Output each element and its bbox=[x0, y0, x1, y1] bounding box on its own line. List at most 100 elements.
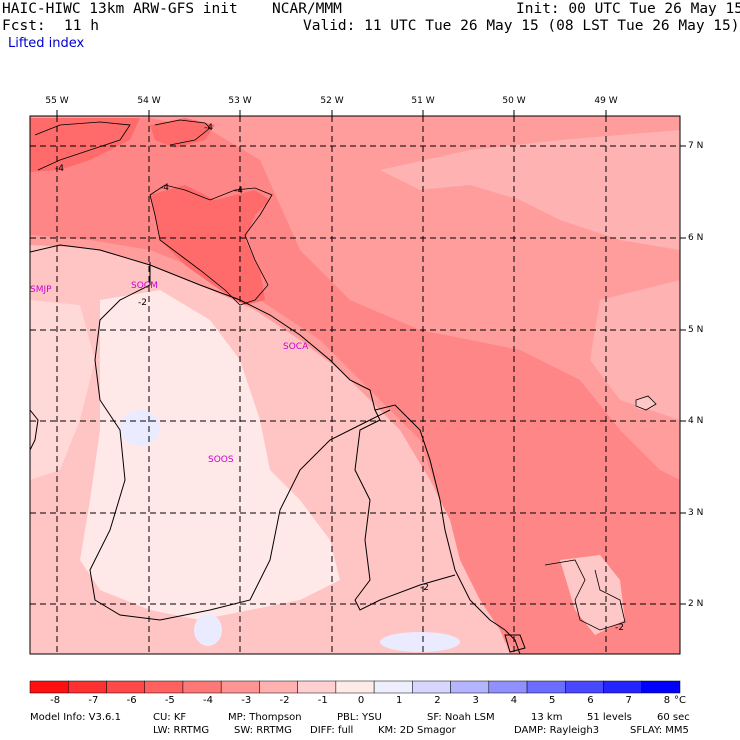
shade-region bbox=[635, 398, 655, 410]
model-info: Model Info: V3.6.1 bbox=[30, 712, 121, 723]
contour-label: -4 bbox=[55, 164, 64, 174]
colorbar-swatch bbox=[641, 680, 681, 694]
colorbar-swatch bbox=[259, 680, 298, 694]
microphysics-scheme: MP: Thompson bbox=[228, 712, 302, 723]
lat-label: 2 N bbox=[688, 599, 704, 609]
valid-time: Valid: 11 UTC Tue 26 May 15 (08 LST Tue … bbox=[303, 18, 740, 34]
colorbar-swatch bbox=[220, 680, 260, 694]
field-name: Lifted index bbox=[8, 36, 85, 51]
shade-region bbox=[590, 280, 680, 420]
contour-line bbox=[154, 119, 211, 146]
contour-line bbox=[544, 559, 626, 631]
contour-label: -4 bbox=[234, 186, 243, 196]
organization: NCAR/MMM bbox=[272, 1, 342, 17]
contour-line bbox=[34, 121, 131, 171]
colorbar-swatch bbox=[488, 680, 528, 694]
colorbar-swatch bbox=[565, 680, 604, 694]
map-frame bbox=[29, 115, 681, 655]
colorbar-label: 5 bbox=[548, 695, 556, 706]
colorbar-swatch bbox=[106, 680, 145, 694]
coastline bbox=[30, 244, 521, 654]
colorbar-label: -1 bbox=[317, 695, 328, 706]
colorbar-swatch bbox=[182, 680, 222, 694]
lon-label: 55 W bbox=[45, 96, 69, 106]
time-step: 60 sec bbox=[657, 712, 690, 723]
colorbar-unit: °C bbox=[674, 695, 686, 706]
lat-label: 6 N bbox=[688, 233, 704, 243]
colorbar bbox=[29, 680, 681, 694]
lon-label: 52 W bbox=[320, 96, 344, 106]
shade-region bbox=[120, 410, 160, 446]
contour-label: -2 bbox=[615, 623, 624, 633]
colorbar-label: -2 bbox=[279, 695, 290, 706]
border-line bbox=[30, 409, 39, 451]
colorbar-swatch bbox=[450, 680, 490, 694]
station-label: SOCM bbox=[131, 281, 158, 291]
shade-region bbox=[150, 185, 270, 305]
colorbar-swatch bbox=[144, 680, 184, 694]
shade-region bbox=[150, 118, 215, 148]
lat-label: 3 N bbox=[688, 508, 704, 518]
contour-line bbox=[635, 395, 657, 411]
contour-label: -2 bbox=[420, 583, 429, 593]
colorbar-swatch bbox=[412, 680, 451, 694]
lat-label: 5 N bbox=[688, 325, 704, 335]
longwave-scheme: LW: RRTMG bbox=[153, 725, 210, 736]
lon-label: 51 W bbox=[411, 96, 435, 106]
colorbar-label: -8 bbox=[50, 695, 61, 706]
border-line bbox=[354, 409, 456, 611]
init-time: Init: 00 UTC Tue 26 May 15 bbox=[516, 1, 740, 17]
colorbar-label: -4 bbox=[203, 695, 214, 706]
colorbar-label: 0 bbox=[357, 695, 365, 706]
vertical-levels: 51 levels bbox=[587, 712, 632, 723]
colorbar-swatch bbox=[29, 680, 69, 694]
lon-label: 53 W bbox=[228, 96, 252, 106]
diffusion-option: DIFF: full bbox=[310, 725, 354, 736]
colorbar-swatch bbox=[297, 680, 337, 694]
cumulus-scheme: CU: KF bbox=[153, 712, 187, 723]
lat-label: 7 N bbox=[688, 141, 704, 151]
colorbar-label: 2 bbox=[434, 695, 441, 706]
colorbar-swatch bbox=[526, 680, 566, 694]
shade-region bbox=[380, 130, 680, 250]
lat-label: 4 N bbox=[688, 416, 704, 426]
colorbar-label: 4 bbox=[510, 695, 518, 706]
axis-ticks bbox=[56, 110, 686, 605]
damping-option: DAMP: Rayleigh3 bbox=[514, 725, 600, 736]
colorbar-label: 7 bbox=[625, 695, 632, 706]
land-shade bbox=[30, 300, 95, 480]
lon-label: 54 W bbox=[137, 96, 161, 106]
contour-line bbox=[149, 184, 273, 306]
contour-label: -4 bbox=[160, 183, 169, 193]
colorbar-label: 3 bbox=[472, 695, 479, 706]
lat-lon-grid bbox=[30, 116, 680, 654]
colorbar-label: -6 bbox=[126, 695, 137, 706]
forecast-label: Fcst: bbox=[2, 18, 46, 34]
contour-label: -4 bbox=[204, 123, 213, 133]
surface-layer-option: SFLAY: MM5 bbox=[630, 725, 689, 736]
contour-label: -2 bbox=[138, 298, 147, 308]
km-option: KM: 2D Smagor bbox=[378, 725, 456, 736]
colorbar-label: -3 bbox=[241, 695, 252, 706]
forecast-hour: 11 h bbox=[64, 18, 99, 34]
colorbar-label: 1 bbox=[396, 695, 403, 706]
surface-scheme: SF: Noah LSM bbox=[427, 712, 495, 723]
station-label: SOCA bbox=[283, 342, 309, 352]
island-outline bbox=[504, 634, 526, 653]
lon-label: 49 W bbox=[594, 96, 618, 106]
shade-region bbox=[194, 614, 222, 646]
shade-region bbox=[560, 555, 625, 635]
shade-region bbox=[380, 632, 460, 652]
colorbar-label: 8 bbox=[663, 695, 671, 706]
shortwave-scheme: SW: RRTMG bbox=[234, 725, 292, 736]
lon-label: 50 W bbox=[502, 96, 526, 106]
border-line bbox=[89, 262, 391, 621]
colorbar-label: -5 bbox=[164, 695, 175, 706]
pbl-scheme: PBL: YSU bbox=[337, 712, 382, 723]
station-label: SOOS bbox=[208, 455, 234, 465]
grid-spacing: 13 km bbox=[531, 712, 563, 723]
station-label: SMJP bbox=[30, 285, 52, 295]
model-title: HAIC-HIWC 13km ARW-GFS init bbox=[2, 1, 238, 17]
colorbar-swatch bbox=[603, 680, 643, 694]
